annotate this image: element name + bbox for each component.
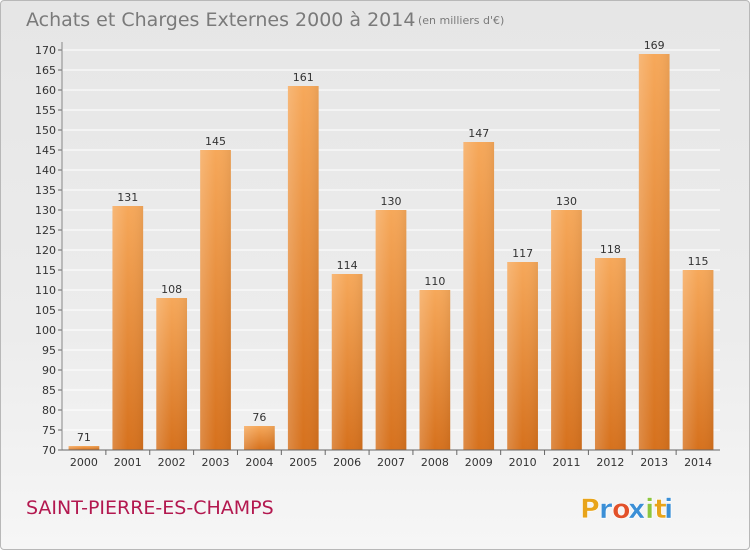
logo-letter: o — [612, 494, 631, 525]
logo-letter: r — [599, 494, 613, 525]
x-tick-label: 2009 — [465, 456, 493, 469]
bar-2001: 131 — [112, 191, 144, 450]
x-tick-label: 2014 — [684, 456, 712, 469]
bar-shine — [112, 206, 144, 450]
bar-value-label: 161 — [293, 71, 314, 84]
y-tick-label: 140 — [35, 164, 56, 177]
chart-title: Achats et Charges Externes 2000 à 2014 — [26, 9, 415, 31]
bar-value-label: 117 — [512, 247, 533, 260]
x-tick-label: 2001 — [114, 456, 142, 469]
y-tick-label: 100 — [35, 324, 56, 337]
bar-shine — [682, 270, 714, 450]
bar-2014: 115 — [682, 255, 714, 450]
logo-letter: t — [654, 494, 667, 525]
bars: 71 131 108 145 76 161 114 130 110 147 117 130 118 169… — [68, 39, 714, 450]
bar-shine — [375, 210, 407, 450]
bar-value-label: 115 — [688, 255, 709, 268]
bar-value-label: 131 — [117, 191, 138, 204]
logo-letter: i — [664, 494, 673, 525]
y-tick-label: 75 — [42, 424, 56, 437]
y-axis: 70 75 80 85 90 95 100 105 110 115 120 125 130 135 140 1… — [35, 42, 63, 457]
y-tick-label: 90 — [42, 364, 56, 377]
bar-2009: 147 — [463, 127, 495, 450]
bar-2011: 130 — [551, 195, 582, 450]
logo-letter: x — [628, 494, 645, 525]
bar-value-label: 130 — [556, 195, 577, 208]
bar-shine — [507, 262, 538, 450]
bar-shine — [244, 426, 275, 450]
y-tick-label: 105 — [35, 304, 56, 317]
x-tick-label: 2008 — [421, 456, 449, 469]
bar-shine — [331, 274, 363, 450]
bar-value-label: 108 — [161, 283, 182, 296]
y-tick-label: 70 — [42, 444, 56, 457]
x-tick-label: 2006 — [333, 456, 361, 469]
bar-value-label: 130 — [381, 195, 402, 208]
bar-shine — [156, 298, 188, 450]
bar-shine — [200, 150, 231, 450]
x-tick-label: 2004 — [245, 456, 273, 469]
y-tick-label: 150 — [35, 124, 56, 137]
bar-2002: 108 — [156, 283, 188, 450]
bar-shine — [287, 86, 319, 450]
y-tick-label: 135 — [35, 184, 56, 197]
y-tick-label: 95 — [42, 344, 56, 357]
x-tick-label: 2012 — [596, 456, 624, 469]
bar-2012: 118 — [594, 243, 626, 450]
bar-2006: 114 — [331, 259, 363, 450]
logo-letter: i — [645, 494, 654, 525]
bar-2010: 117 — [507, 247, 538, 450]
y-tick-label: 145 — [35, 144, 56, 157]
y-tick-label: 165 — [35, 64, 56, 77]
x-axis: 2000 2001 2002 2003 2004 2005 2006 2007 2008 2009… — [62, 449, 720, 469]
bar-shine — [463, 142, 495, 450]
x-tick-label: 2011 — [552, 456, 580, 469]
x-tick-label: 2013 — [640, 456, 668, 469]
chart-unit: (en milliers d'€) — [418, 14, 504, 27]
x-tick-label: 2003 — [202, 456, 230, 469]
bar-value-label: 110 — [424, 275, 445, 288]
y-tick-label: 160 — [35, 84, 56, 97]
bar-2003: 145 — [200, 135, 231, 450]
bar-value-label: 76 — [252, 411, 266, 424]
bar-shine — [551, 210, 582, 450]
bar-value-label: 147 — [468, 127, 489, 140]
bar-shine — [594, 258, 626, 450]
x-tick-label: 2005 — [289, 456, 317, 469]
bar-2008: 110 — [419, 275, 451, 450]
y-tick-label: 170 — [35, 44, 56, 57]
bar-2005: 161 — [287, 71, 319, 450]
bar-shine — [419, 290, 451, 450]
x-tick-label: 2000 — [70, 456, 98, 469]
commune-name: SAINT-PIERRE-ES-CHAMPS — [26, 497, 274, 519]
bar-value-label: 118 — [600, 243, 621, 256]
y-tick-label: 110 — [35, 284, 56, 297]
bar-2000: 71 — [68, 431, 100, 450]
bar-value-label: 114 — [337, 259, 358, 272]
x-tick-label: 2007 — [377, 456, 405, 469]
y-tick-label: 80 — [42, 404, 56, 417]
y-tick-label: 125 — [35, 224, 56, 237]
bar-value-label: 145 — [205, 135, 226, 148]
bar-shine — [68, 446, 100, 450]
bar-shine — [638, 54, 670, 450]
y-tick-label: 130 — [35, 204, 56, 217]
y-tick-label: 155 — [35, 104, 56, 117]
bar-2013: 169 — [638, 39, 670, 450]
y-tick-label: 115 — [35, 264, 56, 277]
x-tick-label: 2002 — [158, 456, 186, 469]
bar-value-label: 169 — [644, 39, 665, 52]
logo-letter: P — [580, 494, 600, 525]
y-tick-label: 120 — [35, 244, 56, 257]
bar-2004: 76 — [244, 411, 275, 450]
x-tick-label: 2010 — [509, 456, 537, 469]
y-tick-label: 85 — [42, 384, 56, 397]
bar-2007: 130 — [375, 195, 407, 450]
bar-value-label: 71 — [77, 431, 91, 444]
